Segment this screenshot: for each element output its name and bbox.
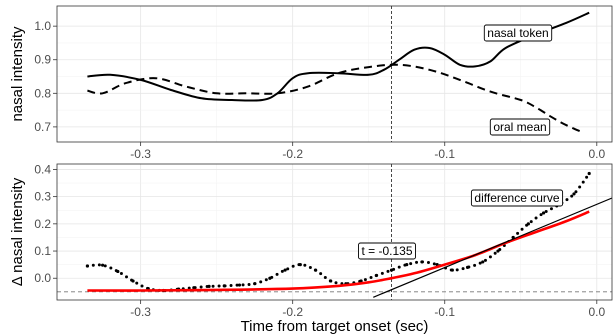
x-tick-label: -0.3 xyxy=(130,305,151,319)
bottom-panel: 0.0 0.1 0.2 0.3 0.4 -0.3 -0.2 -0.1 0.0 Δ nasal in… xyxy=(9,162,613,335)
y-tick-label: 0.4 xyxy=(34,162,51,176)
x-tick-label: -0.3 xyxy=(130,147,151,161)
difference-curve-point xyxy=(481,260,485,264)
oral-mean-line xyxy=(87,63,583,133)
plot-area xyxy=(57,164,612,300)
annotation-text: difference curve xyxy=(474,191,559,205)
fit-line xyxy=(87,210,590,292)
y-tick-label: 0.1 xyxy=(34,244,51,258)
x-tick-label: -0.1 xyxy=(434,147,455,161)
y-axis-title: Δ nasal intensity xyxy=(9,177,26,286)
annotation-box xyxy=(358,242,416,260)
x-tick-label: 0.0 xyxy=(588,305,605,319)
difference-curve-point xyxy=(572,192,576,196)
annotation-box xyxy=(470,189,564,207)
y-tick-label: 0.7 xyxy=(34,120,51,134)
annotation-text: oral mean xyxy=(493,120,546,134)
y-tick-label: 0.0 xyxy=(34,271,51,285)
annotation-label: t = -0.135 xyxy=(358,242,416,260)
panel-border xyxy=(56,163,613,301)
y-tick-label: 0.2 xyxy=(34,217,51,231)
annotation-label: oral mean xyxy=(489,118,551,136)
y-tick-label: 1.0 xyxy=(34,19,51,33)
annotation-box xyxy=(489,118,551,136)
y-axis-title: nasal intensity xyxy=(9,26,26,122)
panel-border xyxy=(56,5,613,143)
difference-curve-point xyxy=(283,268,287,272)
difference-curve-point xyxy=(587,171,591,176)
x-axis-title: Time from target onset (sec) xyxy=(241,318,429,335)
difference-curve-point xyxy=(101,263,105,267)
y-tick-label: 0.8 xyxy=(34,86,51,100)
x-tick-label: -0.2 xyxy=(282,305,303,319)
x-tick-label: -0.1 xyxy=(434,305,455,319)
annotation-box xyxy=(483,24,553,42)
annotation-label: difference curve xyxy=(470,189,564,207)
nasal-token-line xyxy=(87,11,590,102)
difference-curve-point xyxy=(541,211,546,215)
y-tick-label: 0.9 xyxy=(34,53,51,67)
x-tick-label: 0.0 xyxy=(588,147,605,161)
y-tick-label: 0.3 xyxy=(34,190,51,204)
difference-curve-point xyxy=(237,283,242,287)
x-tick-label: -0.2 xyxy=(282,147,303,161)
annotation-text: t = -0.135 xyxy=(361,244,412,258)
annotation-text: nasal token xyxy=(487,26,548,40)
plot-area xyxy=(87,6,590,142)
top-panel: 0.7 0.8 0.9 1.0 -0.3 -0.2 -0.1 0.0 nasal intensi… xyxy=(9,5,613,161)
tangent-line xyxy=(373,197,612,298)
annotation-label: nasal token xyxy=(483,24,553,42)
